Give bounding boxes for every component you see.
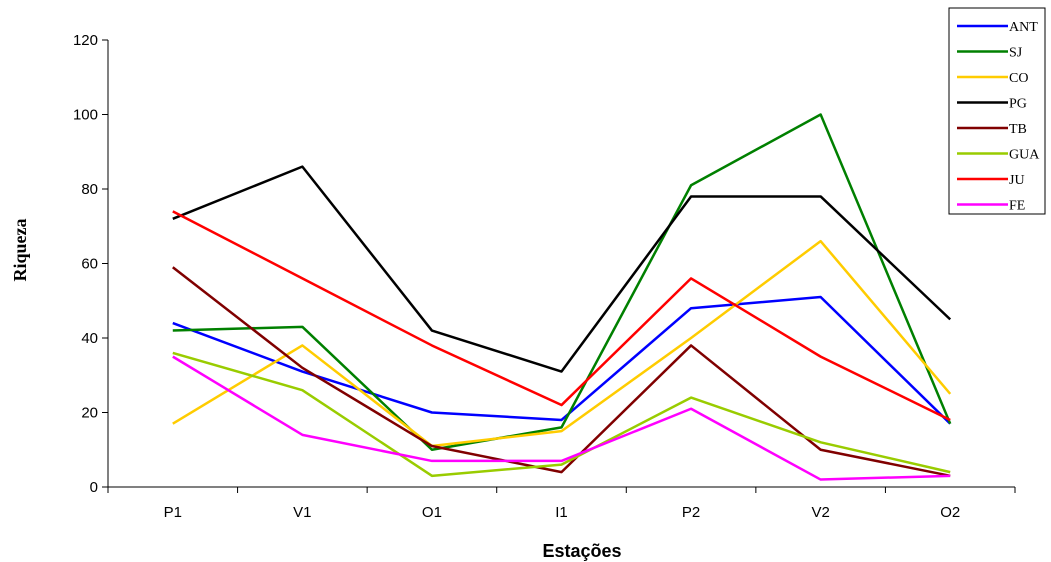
series-lines [172,113,952,481]
y-tick-label: 80 [81,181,98,198]
legend-label: PG [1009,97,1027,112]
y-tick-label: 100 [73,107,98,124]
legend: ANT SJ CO PG TB GUA JU FE [948,7,1046,215]
legend-box [948,7,1046,215]
legend-label: TB [1009,122,1027,137]
legend-item-sj: SJ [957,46,1023,61]
legend-item-fe: FE [957,199,1025,214]
legend-items: ANT SJ CO PG TB GUA JU FE [957,20,1040,214]
legend-item-gua: GUA [957,148,1040,163]
plot-area: 0 20 40 60 80 100 120 P1 V1 O1 I1 P2 V2 O2 [73,32,1016,521]
x-tick-label: O1 [422,504,442,521]
series-line-tb [172,266,951,478]
y-tick-label: 0 [90,479,98,496]
legend-item-tb: TB [957,122,1027,137]
y-axis-ticks: 0 20 40 60 80 100 120 [73,32,108,496]
legend-label: FE [1009,199,1025,214]
x-tick-label: P2 [682,504,700,521]
legend-item-pg: PG [957,97,1027,112]
x-axis-ticks: P1 V1 O1 I1 P2 V2 O2 [107,487,1016,521]
legend-label: ANT [1009,20,1038,35]
series-line-gua [172,351,951,478]
y-axis-title: Riqueza [10,219,30,282]
series-line-co [172,239,952,448]
series-line-ant [172,295,952,425]
legend-label: CO [1009,71,1028,86]
x-tick-label: V1 [293,504,311,521]
series-line-ju [172,210,951,422]
y-tick-label: 20 [81,405,98,422]
series-line-sj [172,113,952,451]
y-tick-label: 120 [73,32,98,49]
legend-label: GUA [1009,148,1040,163]
legend-label: SJ [1009,46,1023,61]
x-tick-label: P1 [164,504,182,521]
x-axis-title: Estações [542,541,621,561]
x-tick-label: V2 [811,504,829,521]
series-line-fe [172,355,951,481]
y-tick-label: 60 [81,256,98,273]
legend-item-ju: JU [957,173,1025,188]
series-line-pg [172,165,952,373]
y-tick-label: 40 [81,330,98,347]
x-tick-label: I1 [555,504,568,521]
legend-label: JU [1009,173,1025,188]
legend-item-co: CO [957,71,1028,86]
legend-item-ant: ANT [957,20,1038,35]
x-tick-label: O2 [940,504,960,521]
